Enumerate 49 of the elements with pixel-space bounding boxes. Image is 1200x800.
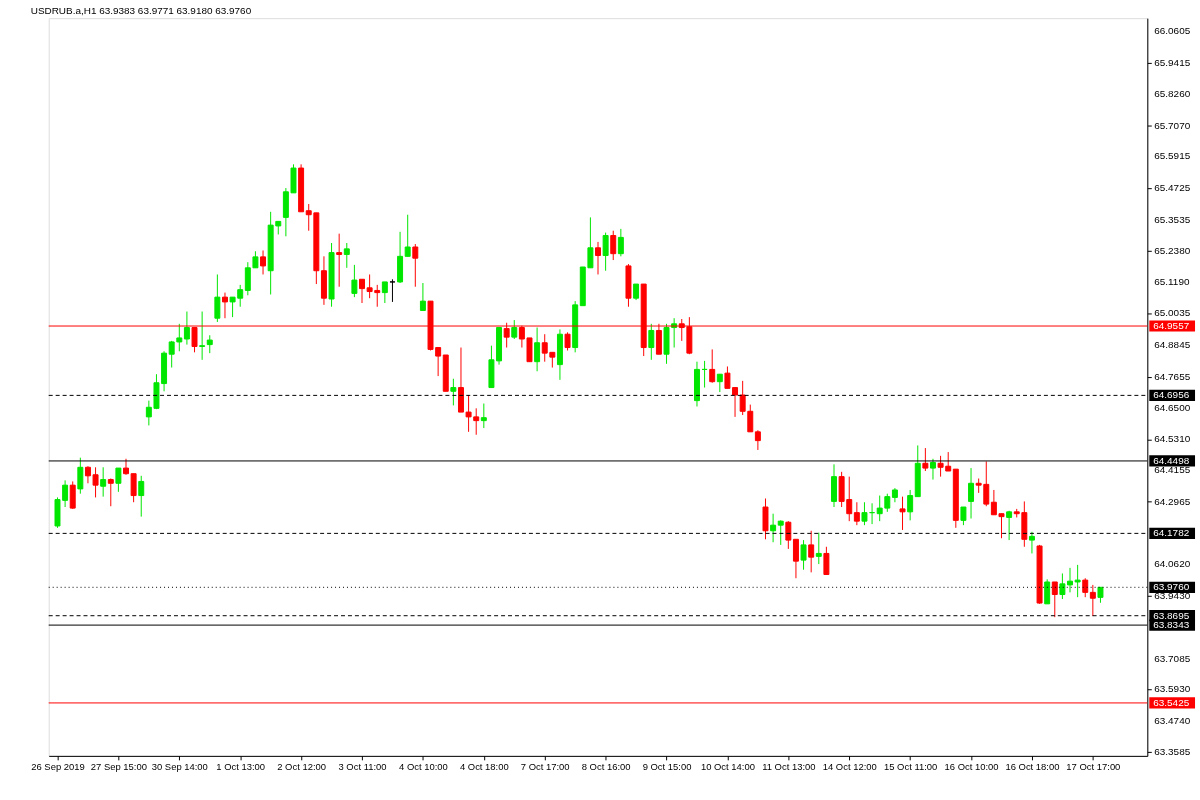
- y-tick-label: 63.4740: [1154, 715, 1191, 727]
- x-tick-label: 27 Sep 15:00: [90, 761, 147, 773]
- x-tick-label: 11 Oct 13:00: [762, 761, 816, 773]
- ref-line-label: 64.9557: [1153, 320, 1190, 331]
- y-tick-label: 64.4155: [1154, 464, 1191, 476]
- ref-line-label: 63.9760: [1153, 581, 1190, 593]
- y-tick-label: 65.4725: [1154, 182, 1191, 194]
- y-tick-label: 65.9415: [1154, 57, 1191, 69]
- y-tick-label: 65.7070: [1154, 119, 1191, 131]
- x-tick-label: 8 Oct 16:00: [581, 761, 631, 773]
- x-tick-label: 10 Oct 14:00: [700, 761, 755, 773]
- x-tick-label: 17 Oct 17:00: [1066, 761, 1121, 773]
- x-tick-label: 7 Oct 17:00: [520, 761, 570, 773]
- y-tick-label: 65.1190: [1154, 276, 1190, 288]
- y-tick-label: 63.7085: [1154, 652, 1191, 664]
- x-tick-label: 4 Oct 18:00: [459, 761, 509, 773]
- y-tick-label: 63.3585: [1154, 745, 1191, 757]
- ref-line-label: 63.8695: [1153, 609, 1190, 621]
- ref-line-label: 64.6956: [1153, 389, 1190, 401]
- ref-line-label: 64.4498: [1153, 454, 1190, 466]
- y-tick-label: 65.5915: [1154, 150, 1191, 162]
- y-tick-label: 63.9430: [1154, 590, 1191, 602]
- x-tick-label: 4 Oct 10:00: [399, 761, 448, 773]
- x-tick-label: 3 Oct 11:00: [338, 761, 387, 773]
- y-tick-label: 65.3535: [1154, 213, 1191, 225]
- x-tick-label: 14 Oct 12:00: [822, 761, 877, 773]
- x-tick-label: 16 Oct 10:00: [944, 761, 999, 773]
- ref-line-label: 63.5425: [1153, 696, 1190, 708]
- y-tick-label: 64.6500: [1154, 401, 1191, 413]
- x-tick-label: 16 Oct 18:00: [1005, 761, 1060, 773]
- y-tick-label: 66.0605: [1154, 25, 1191, 37]
- y-tick-label: 65.8260: [1154, 87, 1191, 99]
- y-tick-label: 64.0620: [1154, 558, 1191, 570]
- x-tick-label: 9 Oct 15:00: [642, 761, 692, 773]
- ref-line-label: 63.8343: [1153, 619, 1190, 631]
- ref-line-label: 64.1782: [1153, 527, 1190, 539]
- y-tick-label: 65.0035: [1154, 307, 1191, 319]
- x-tick-label: 30 Sep 14:00: [151, 761, 208, 773]
- y-tick-label: 64.5310: [1154, 433, 1191, 445]
- y-tick-label: 64.7655: [1154, 370, 1191, 382]
- y-tick-label: 63.5930: [1154, 683, 1191, 695]
- x-tick-label: 26 Sep 2019: [31, 761, 85, 773]
- x-tick-label: 1 Oct 13:00: [216, 761, 266, 773]
- x-tick-label: 2 Oct 12:00: [277, 761, 326, 773]
- y-tick-label: 64.2965: [1154, 495, 1191, 507]
- chart-title: USDRUB.a,H1 63.9383 63.9771 63.9180 63.9760: [30, 5, 252, 17]
- y-tick-label: 64.8845: [1154, 338, 1191, 350]
- y-tick-label: 65.2380: [1154, 244, 1191, 256]
- x-tick-label: 15 Oct 11:00: [883, 761, 938, 773]
